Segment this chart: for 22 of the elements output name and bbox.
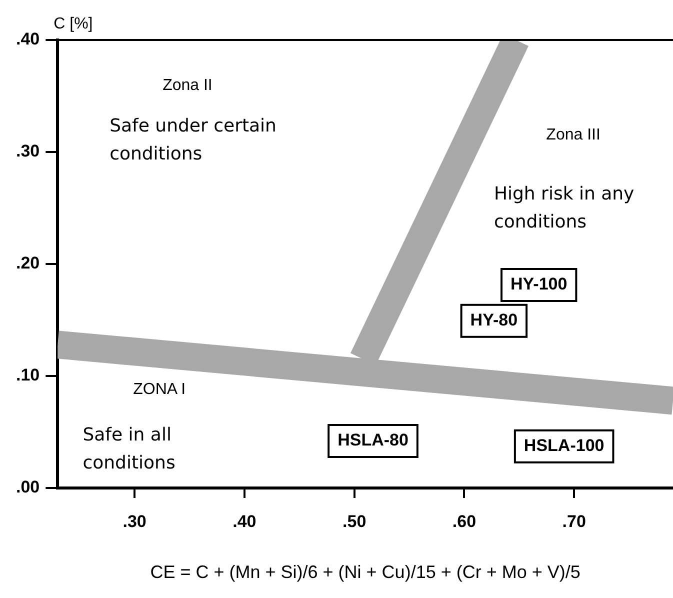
x-tick-label: .30: [122, 512, 146, 531]
annotation: Safe under certain conditions: [110, 115, 276, 164]
x-tick-label: .40: [232, 512, 256, 531]
x-axis-title: CE = C + (Mn + Si)/6 + (Ni + Cu)/15 + (Cr + Mo + V)/5: [150, 562, 580, 582]
annotation: High risk in any conditions: [494, 184, 635, 233]
x-tick-label: .70: [562, 512, 586, 531]
y-tick-label: .20: [16, 254, 40, 273]
annotation: HY-100: [510, 274, 568, 294]
annotation: Zona II: [162, 77, 212, 94]
annotation: HSLA-100: [524, 436, 604, 456]
y-tick-label: .00: [16, 478, 40, 497]
x-tick-label: .50: [342, 512, 366, 531]
y-tick-label: .10: [16, 366, 40, 385]
y-tick-label: .40: [16, 30, 40, 49]
annotation: Zona III: [546, 126, 600, 144]
annotation: ZONA I: [133, 380, 186, 398]
y-axis-title: C [%]: [54, 15, 93, 32]
annotation: Safe in all conditions: [82, 424, 176, 474]
annotation: HY-80: [470, 310, 518, 330]
x-tick-label: .60: [452, 512, 476, 531]
annotation: HSLA-80: [338, 430, 408, 450]
y-tick-label: .30: [16, 142, 40, 161]
